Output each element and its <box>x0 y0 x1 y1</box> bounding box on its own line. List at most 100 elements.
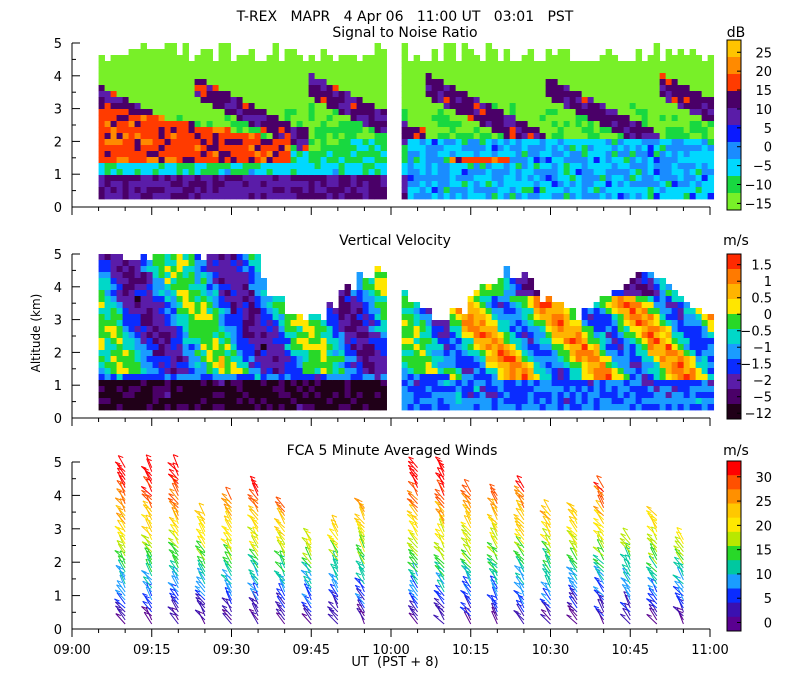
wind-barb <box>540 609 551 621</box>
wind-barb <box>356 595 365 609</box>
wind-barb-flag <box>141 493 148 497</box>
wind-barb <box>114 601 126 613</box>
wind-barb <box>593 517 605 529</box>
wind-barb <box>595 499 605 513</box>
wind-barb <box>117 455 126 468</box>
wind-barb <box>676 595 684 609</box>
wind-barb <box>355 572 365 585</box>
wind-barb <box>194 609 206 621</box>
wind-barb-flag <box>435 508 441 512</box>
wind-barb <box>302 604 312 617</box>
wind-barb <box>566 601 578 613</box>
wind-barb <box>145 562 153 577</box>
wind-barb <box>593 605 605 617</box>
wind-barb <box>461 529 472 541</box>
wind-barb <box>117 527 126 541</box>
wind-barb-flag <box>623 579 629 583</box>
wind-barb-flag <box>301 593 307 597</box>
wind-barb-flag <box>566 566 572 570</box>
colorbar-swatch <box>727 40 741 58</box>
wind-barb-flag <box>514 565 520 569</box>
wind-barb <box>491 606 498 621</box>
wind-barb-flag <box>115 605 121 609</box>
wind-barb <box>142 500 153 513</box>
wind-barb <box>275 528 286 541</box>
wind-barb <box>167 473 179 485</box>
wind-barb <box>221 493 232 505</box>
wind-barb <box>434 456 445 468</box>
y-tick-label: 1 <box>54 590 62 605</box>
wind-barb <box>356 607 365 621</box>
wind-barb-flag <box>330 563 336 567</box>
wind-barb-flag <box>645 566 652 570</box>
colorbar-swatch <box>727 404 741 420</box>
wind-barb-flag <box>169 488 175 492</box>
wind-barb-flag <box>646 562 652 566</box>
wind-barb <box>622 567 631 581</box>
wind-barb-flag <box>433 541 440 545</box>
wind-barb <box>408 556 418 569</box>
wind-barb <box>326 534 339 545</box>
wind-barb <box>277 531 286 545</box>
x-tick-label: 09:15 <box>133 643 170 658</box>
wind-barb-flag <box>331 574 338 578</box>
wind-barb-flag <box>568 539 575 543</box>
wind-barb-flag <box>676 531 682 535</box>
wind-barb <box>275 572 286 585</box>
wind-barb <box>300 569 312 581</box>
wind-barb <box>566 502 578 513</box>
wind-barb <box>513 541 525 553</box>
wind-barb <box>620 541 631 553</box>
wind-barb-flag <box>461 528 467 532</box>
wind-barb <box>168 493 179 505</box>
wind-barb <box>356 547 365 561</box>
wind-barb-flag <box>541 592 547 596</box>
wind-barb-flag <box>566 502 572 506</box>
x-tick-label: 10:15 <box>452 643 489 658</box>
wind-barb <box>490 503 498 517</box>
wind-barb <box>515 523 525 537</box>
wind-barb <box>303 583 312 597</box>
wind-barb-flag <box>331 514 338 518</box>
wind-barb-flag <box>486 541 493 545</box>
wind-barb-flag <box>593 529 599 533</box>
wind-barb <box>408 544 418 557</box>
wind-barb <box>275 612 286 625</box>
wind-barb-flag <box>198 530 204 534</box>
wind-barb-flag <box>328 572 334 576</box>
colorbar-label: −0.5 <box>740 325 772 340</box>
wind-barb <box>461 524 472 537</box>
wind-barb <box>115 613 126 625</box>
wind-barb <box>407 529 418 541</box>
wind-barb-flag <box>305 530 311 534</box>
wind-barb <box>359 534 365 549</box>
wind-barb-flag <box>143 467 149 471</box>
wind-barb <box>224 499 232 512</box>
wind-barb <box>195 540 206 553</box>
wind-barb <box>433 614 445 625</box>
wind-barb-flag <box>593 485 600 489</box>
wind-barb <box>116 608 126 621</box>
wind-barb-flag <box>195 580 202 584</box>
wind-barb <box>594 577 605 589</box>
wind-barb-flag <box>406 498 413 502</box>
wind-barb-flag <box>301 613 308 617</box>
wind-barb <box>221 569 232 581</box>
wind-barb <box>433 597 445 609</box>
wind-barb-flag <box>433 589 440 593</box>
wind-barb-flag <box>406 542 413 546</box>
wind-barb-flag <box>568 584 574 588</box>
wind-barb <box>566 529 578 541</box>
winds-colorbar-unit: m/s <box>723 443 749 459</box>
wind-barb <box>465 510 472 524</box>
wind-barb <box>489 487 498 500</box>
wind-barb <box>673 556 684 569</box>
wind-barb-flag <box>274 525 280 529</box>
wind-barb <box>304 563 312 577</box>
wind-barb <box>145 518 153 533</box>
wind-barb <box>569 567 578 581</box>
wind-barb-flag <box>673 545 679 549</box>
wind-barb <box>224 563 232 577</box>
wind-barb-flag <box>489 567 495 571</box>
